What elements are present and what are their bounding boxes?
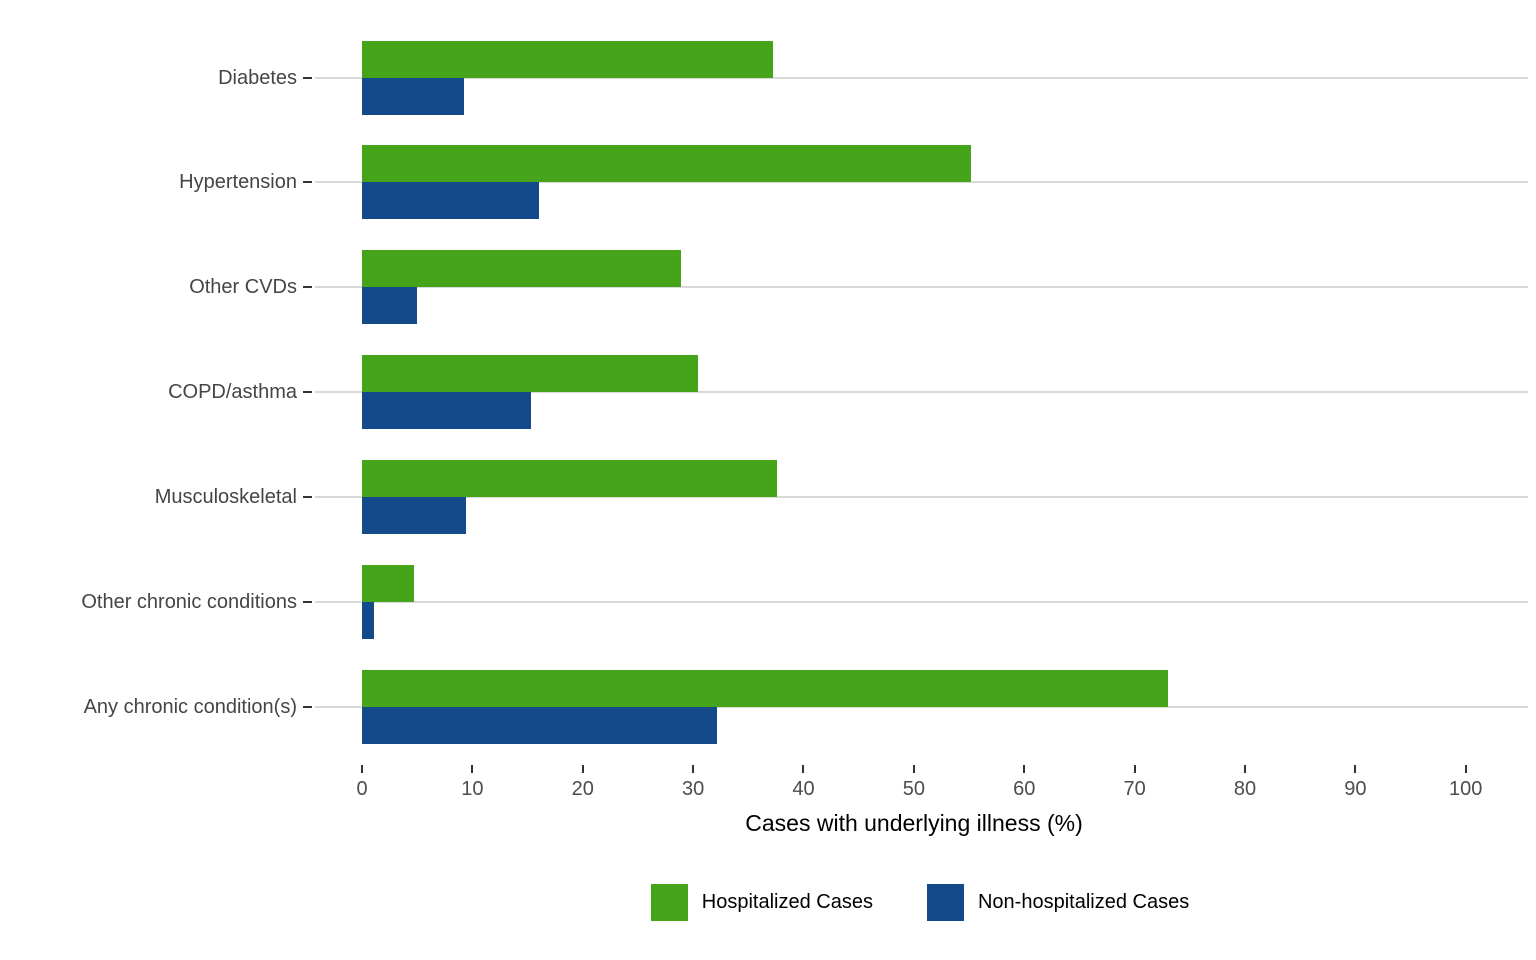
category-gridline bbox=[315, 705, 1528, 708]
category-gridline bbox=[315, 601, 1528, 603]
category-label: Any chronic condition(s) bbox=[83, 695, 297, 718]
legend-item-hospitalized: Hospitalized Cases bbox=[650, 884, 873, 921]
bar-non-hospitalized bbox=[362, 602, 375, 639]
x-axis-tick-label: 50 bbox=[902, 778, 925, 800]
bar-hospitalized bbox=[362, 565, 414, 602]
x-axis-tick-label: 10 bbox=[461, 778, 484, 800]
category-label: Musculoskeletal bbox=[154, 486, 297, 509]
category-gridline bbox=[315, 496, 1528, 499]
y-axis-tick bbox=[303, 391, 312, 394]
x-axis-tick bbox=[1023, 765, 1026, 773]
x-axis-tick-label: 0 bbox=[356, 778, 368, 800]
x-axis-tick bbox=[361, 765, 363, 773]
x-axis-tick bbox=[802, 765, 805, 773]
category-label: Other CVDs bbox=[189, 276, 297, 299]
bar-hospitalized bbox=[362, 355, 698, 393]
bar-non-hospitalized bbox=[362, 287, 418, 325]
legend-swatch-non-hospitalized-icon bbox=[926, 884, 964, 921]
x-axis-tick bbox=[912, 765, 915, 773]
legend-label-hospitalized: Hospitalized Cases bbox=[701, 891, 873, 913]
x-axis-tick-label: 100 bbox=[1449, 778, 1483, 800]
bar-non-hospitalized bbox=[362, 182, 539, 220]
y-axis-tick bbox=[303, 181, 312, 184]
bar-non-hospitalized bbox=[362, 706, 718, 744]
category-gridline bbox=[315, 181, 1528, 184]
bar-hospitalized bbox=[362, 460, 777, 498]
bar-non-hospitalized bbox=[362, 392, 531, 430]
bar-hospitalized bbox=[362, 40, 773, 78]
category-gridline bbox=[315, 286, 1528, 289]
x-axis-tick bbox=[692, 765, 695, 773]
x-axis-tick bbox=[471, 765, 474, 773]
bar-hospitalized bbox=[362, 250, 681, 288]
x-axis-tick bbox=[1133, 765, 1136, 773]
x-axis-tick-label: 40 bbox=[792, 778, 815, 800]
x-axis-tick-label: 90 bbox=[1344, 778, 1367, 800]
legend-label-non-hospitalized: Non-hospitalized Cases bbox=[977, 891, 1190, 913]
x-axis-title: Cases with underlying illness (%) bbox=[745, 810, 1083, 836]
category-label: Diabetes bbox=[218, 66, 297, 89]
y-axis-tick bbox=[303, 705, 312, 708]
y-axis-tick bbox=[303, 76, 312, 79]
y-axis-tick bbox=[303, 286, 312, 289]
bar-non-hospitalized bbox=[362, 497, 466, 535]
legend-item-non-hospitalized: Non-hospitalized Cases bbox=[926, 884, 1190, 921]
category-label: COPD/asthma bbox=[168, 381, 297, 404]
x-axis-tick-label: 30 bbox=[681, 778, 705, 800]
x-axis-tick bbox=[1354, 765, 1357, 773]
bar-non-hospitalized bbox=[362, 77, 464, 115]
y-axis-tick bbox=[303, 601, 312, 603]
x-axis-tick bbox=[1464, 765, 1467, 773]
x-axis-tick bbox=[581, 765, 584, 773]
y-axis-tick bbox=[303, 496, 312, 499]
x-axis-tick-label: 60 bbox=[1013, 778, 1036, 800]
bar-hospitalized bbox=[362, 669, 1168, 707]
category-label: Hypertension bbox=[179, 171, 297, 194]
x-axis-tick bbox=[1243, 765, 1246, 773]
category-gridline bbox=[315, 391, 1528, 394]
x-axis-tick-label: 70 bbox=[1123, 778, 1146, 800]
category-label: Other chronic conditions bbox=[81, 591, 297, 613]
legend: Hospitalized Cases Non-hospitalized Case… bbox=[300, 884, 1536, 921]
x-axis-tick-label: 20 bbox=[571, 778, 594, 800]
x-axis-tick-label: 80 bbox=[1233, 778, 1257, 800]
bar-hospitalized bbox=[362, 145, 972, 183]
category-gridline bbox=[315, 76, 1528, 79]
legend-swatch-hospitalized-icon bbox=[650, 884, 688, 921]
